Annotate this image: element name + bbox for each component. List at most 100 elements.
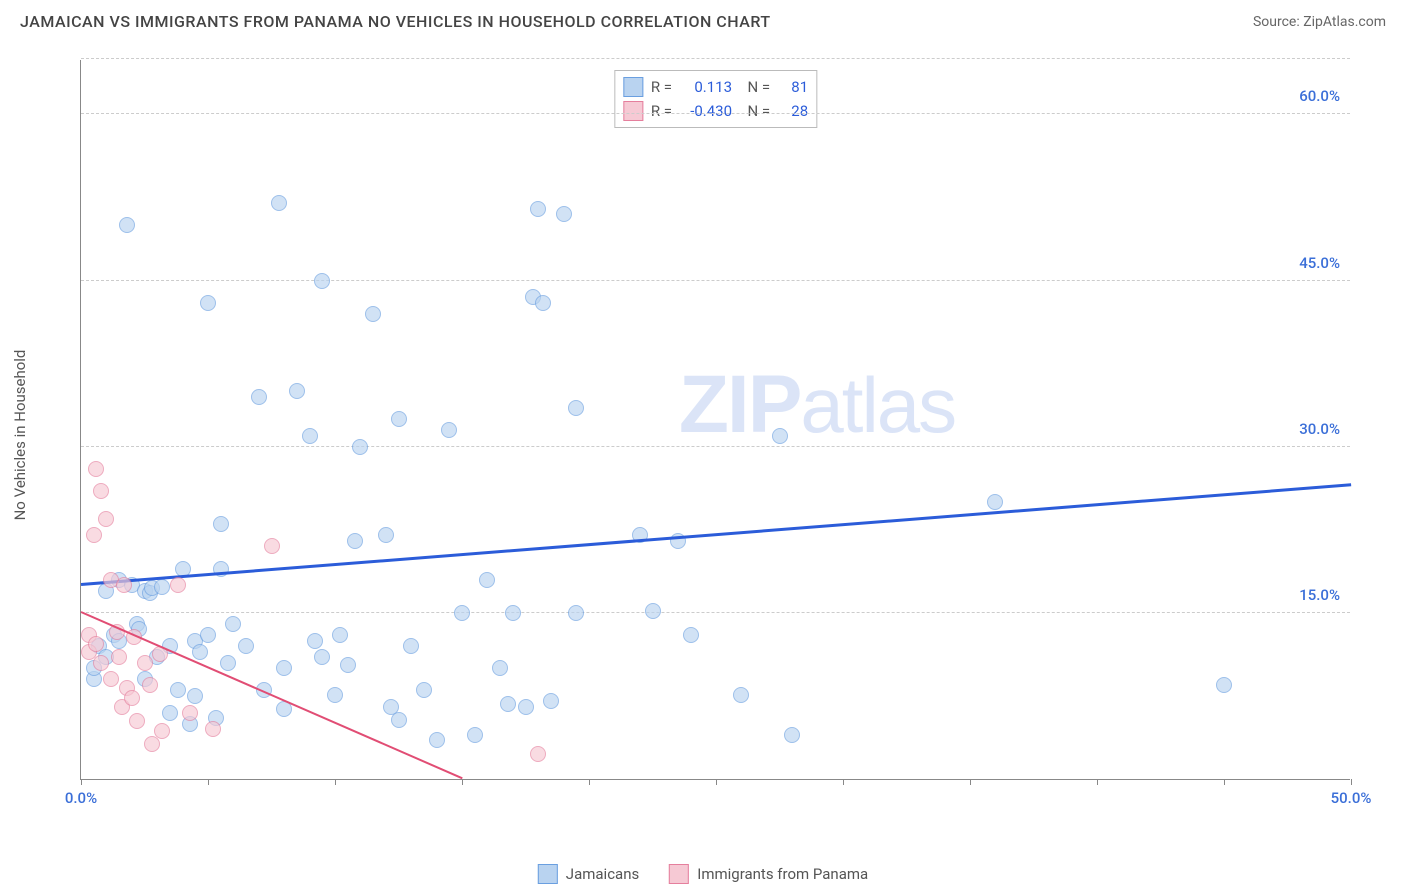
data-point [314, 273, 330, 289]
gridline [81, 113, 1350, 114]
trend-line [81, 483, 1351, 585]
data-point [987, 494, 1003, 510]
n-value: 28 [778, 102, 808, 120]
legend-label: Jamaicans [566, 865, 639, 883]
data-point [403, 638, 419, 654]
data-point [170, 577, 186, 593]
data-point [454, 605, 470, 621]
data-point [111, 649, 127, 665]
legend-swatch [538, 864, 558, 884]
legend-label: Immigrants from Panama [697, 865, 868, 883]
data-point [119, 217, 135, 233]
data-point [429, 732, 445, 748]
data-point [154, 723, 170, 739]
data-point [492, 660, 508, 676]
r-label: R = [651, 78, 672, 96]
data-point [530, 746, 546, 762]
data-point [137, 655, 153, 671]
data-point [205, 721, 221, 737]
data-point [535, 295, 551, 311]
x-tick [1097, 779, 1098, 785]
data-point [154, 579, 170, 595]
watermark: ZIPatlas [679, 358, 955, 452]
data-point [365, 306, 381, 322]
data-point [200, 627, 216, 643]
data-point [505, 605, 521, 621]
legend-swatch [623, 77, 643, 97]
data-point [568, 400, 584, 416]
x-tick [716, 779, 717, 785]
x-tick [1224, 779, 1225, 785]
y-tick-label: 45.0% [1299, 254, 1340, 272]
data-point [289, 383, 305, 399]
r-value: 0.113 [680, 78, 732, 96]
x-tick-label: 0.0% [65, 789, 97, 807]
data-point [772, 428, 788, 444]
data-point [264, 538, 280, 554]
plot-area: ZIPatlas R =0.113 N =81R =-0.430 N =28 1… [80, 60, 1350, 780]
data-point [93, 655, 109, 671]
data-point [1216, 677, 1232, 693]
stat-row: R = -0.430 N = 28 [623, 99, 808, 123]
data-point [416, 682, 432, 698]
data-point [340, 657, 356, 673]
y-axis-label: No Vehicles in Household [11, 350, 29, 521]
x-tick [81, 779, 82, 785]
x-tick [589, 779, 590, 785]
data-point [500, 696, 516, 712]
data-point [187, 688, 203, 704]
source-label: Source: ZipAtlas.com [1253, 14, 1386, 30]
x-tick [1351, 779, 1352, 785]
data-point [88, 461, 104, 477]
data-point [441, 422, 457, 438]
n-label: N = [740, 102, 770, 120]
n-value: 81 [778, 78, 808, 96]
gridline [81, 280, 1350, 281]
data-point [347, 533, 363, 549]
chart-title: JAMAICAN VS IMMIGRANTS FROM PANAMA NO VE… [20, 12, 771, 31]
data-point [170, 682, 186, 698]
x-tick [335, 779, 336, 785]
data-point [332, 627, 348, 643]
r-label: R = [651, 102, 672, 120]
r-value: -0.430 [680, 102, 732, 120]
data-point [530, 201, 546, 217]
data-point [518, 699, 534, 715]
stat-row: R =0.113 N =81 [623, 75, 808, 99]
y-tick-label: 30.0% [1299, 420, 1340, 438]
legend-swatch [669, 864, 689, 884]
x-tick [843, 779, 844, 785]
data-point [182, 705, 198, 721]
gridline [81, 612, 1350, 613]
data-point [543, 693, 559, 709]
legend-item: Immigrants from Panama [669, 864, 868, 884]
data-point [200, 295, 216, 311]
data-point [213, 516, 229, 532]
x-tick [970, 779, 971, 785]
data-point [192, 644, 208, 660]
data-point [683, 627, 699, 643]
data-point [479, 572, 495, 588]
x-tick-label: 50.0% [1331, 789, 1372, 807]
data-point [103, 671, 119, 687]
y-tick-label: 60.0% [1299, 87, 1340, 105]
data-point [88, 636, 104, 652]
data-point [391, 411, 407, 427]
data-point [225, 616, 241, 632]
data-point [98, 511, 114, 527]
data-point [327, 687, 343, 703]
data-point [645, 603, 661, 619]
data-point [302, 428, 318, 444]
data-point [391, 712, 407, 728]
data-point [307, 633, 323, 649]
gridline [81, 58, 1350, 59]
data-point [378, 527, 394, 543]
data-point [352, 439, 368, 455]
data-point [220, 655, 236, 671]
x-tick [462, 779, 463, 785]
data-point [142, 677, 158, 693]
legend-item: Jamaicans [538, 864, 639, 884]
data-point [129, 713, 145, 729]
data-point [271, 195, 287, 211]
header: JAMAICAN VS IMMIGRANTS FROM PANAMA NO VE… [0, 0, 1406, 39]
